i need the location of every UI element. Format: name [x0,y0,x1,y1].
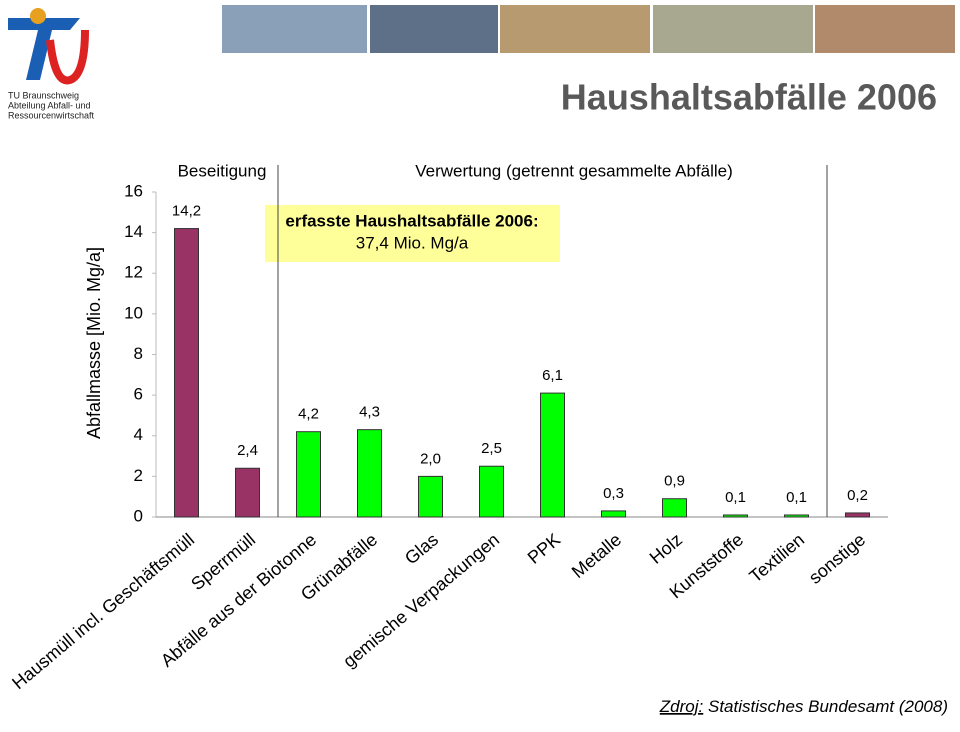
value-label: 2,0 [420,450,441,467]
logo-text: Ressourcenwirtschaft [8,110,95,120]
source-text: Statistisches Bundesamt (2008) [708,697,948,716]
photo [222,5,367,53]
source: Zdroj: Statistisches Bundesamt (2008) [659,697,948,716]
y-tick-label: 16 [124,181,143,200]
logo-text: Abteilung Abfall- und [8,100,91,110]
x-tick-label: Holz [646,529,686,567]
bar [479,465,504,518]
section-label: Verwertung (getrennt gesammelte Abfälle) [415,161,733,180]
value-label: 0,9 [664,473,685,490]
photo [370,5,498,53]
bar [418,475,443,518]
logo-mark [8,18,80,80]
annotation-box [265,205,560,262]
value-label: 4,2 [298,406,319,423]
value-label: 0,1 [725,489,746,506]
section-label: Beseitigung [178,161,267,180]
bar [296,431,321,518]
bar [662,498,687,518]
logo-mark [30,8,46,24]
bar [174,228,199,518]
y-tick-label: 2 [134,466,143,485]
value-label: 0,2 [847,487,868,504]
logo: TU Braunschweig Abteilung Abfall- und Re… [8,8,95,120]
y-tick-label: 0 [134,506,143,525]
y-axis-label: Abfallmasse [Mio. Mg/a] [84,247,104,439]
bar [235,467,260,518]
y-tick-label: 10 [124,303,143,322]
x-tick-label: Textilien [745,529,808,586]
y-tick-label: 8 [134,344,143,363]
photo-banner [222,5,955,53]
value-label: 0,3 [603,485,624,502]
bar [784,514,809,518]
value-label: 14,2 [172,203,201,220]
y-tick-label: 12 [124,263,143,282]
photo [815,5,955,53]
x-tick-label: Metalle [568,529,625,582]
value-label: 0,1 [786,489,807,506]
value-label: 6,1 [542,367,563,384]
bar [540,392,565,518]
photo [653,5,813,53]
source-label: Zdroj: [659,697,704,716]
bar [723,514,748,518]
logo-text: TU Braunschweig [8,90,79,100]
y-tick-label: 6 [134,385,143,404]
logo-mark [46,29,89,85]
bar [357,429,382,518]
value-label: 4,3 [359,404,380,421]
bar [601,510,626,518]
x-tick-label: Glas [401,529,442,568]
annotation: erfasste Haushaltsabfälle 2006: [285,211,538,230]
y-tick-label: 4 [134,425,143,444]
annotation: 37,4 Mio. Mg/a [356,233,469,252]
x-tick-label: sonstige [805,529,869,587]
value-label: 2,5 [481,440,502,457]
slide-title: Haushaltsabfälle 2006 [561,77,937,118]
x-tick-label: PPK [524,529,564,567]
bar [845,512,870,518]
photo [500,5,650,53]
y-tick-label: 14 [124,222,143,241]
value-label: 2,4 [237,442,258,459]
